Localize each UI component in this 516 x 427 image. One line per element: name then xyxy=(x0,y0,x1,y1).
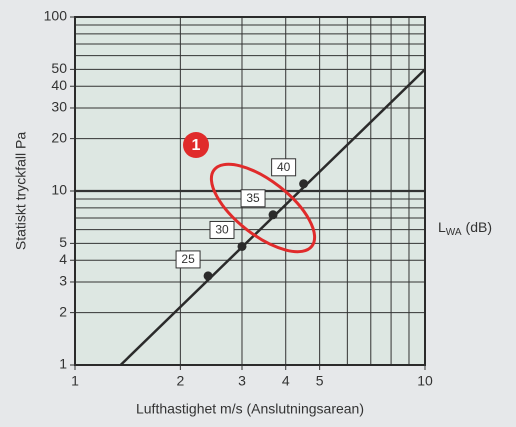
x-tick-label: 2 xyxy=(176,373,184,389)
side-label-unit: (dB) xyxy=(466,219,492,235)
side-label: LWA (dB) xyxy=(438,219,492,238)
y-tick-label: 10 xyxy=(51,182,67,198)
point-label: 30 xyxy=(215,223,229,237)
point xyxy=(299,179,309,189)
x-tick-label: 3 xyxy=(238,373,246,389)
point-label-box xyxy=(175,250,201,269)
point-label-box xyxy=(240,189,266,208)
badge-text: 1 xyxy=(192,137,201,154)
side-label-sub: WA xyxy=(446,227,462,238)
badge xyxy=(183,132,209,158)
point xyxy=(237,241,247,251)
y-tick-label: 100 xyxy=(44,8,68,24)
side-label-main: L xyxy=(438,219,446,235)
point-label: 25 xyxy=(181,252,195,266)
highlight-ellipse xyxy=(209,162,317,254)
x-tick-label: 5 xyxy=(316,373,324,389)
point-label: 35 xyxy=(246,191,260,205)
point xyxy=(203,271,213,281)
x-tick-label: 1 xyxy=(71,373,79,389)
y-tick-label: 2 xyxy=(59,303,67,319)
y-tick-label: 50 xyxy=(51,60,67,76)
point xyxy=(268,210,278,220)
point-label-box xyxy=(209,220,235,239)
x-tick-label: 4 xyxy=(282,373,290,389)
x-tick-label: 10 xyxy=(417,373,433,389)
y-tick-label: 3 xyxy=(59,273,67,289)
point-label-box xyxy=(271,158,297,177)
y-tick-label: 1 xyxy=(59,356,67,372)
y-tick-label: 40 xyxy=(51,77,67,93)
y-axis-label: Statiskt tryckfall Pa xyxy=(13,132,29,250)
y-tick-label: 5 xyxy=(59,234,67,250)
y-tick-label: 30 xyxy=(51,99,67,115)
x-axis-label: Lufthastighet m/s (Anslutningsarean) xyxy=(136,401,364,417)
point-label: 40 xyxy=(277,160,291,174)
y-tick-label: 4 xyxy=(59,251,67,267)
y-tick-label: 20 xyxy=(51,129,67,145)
